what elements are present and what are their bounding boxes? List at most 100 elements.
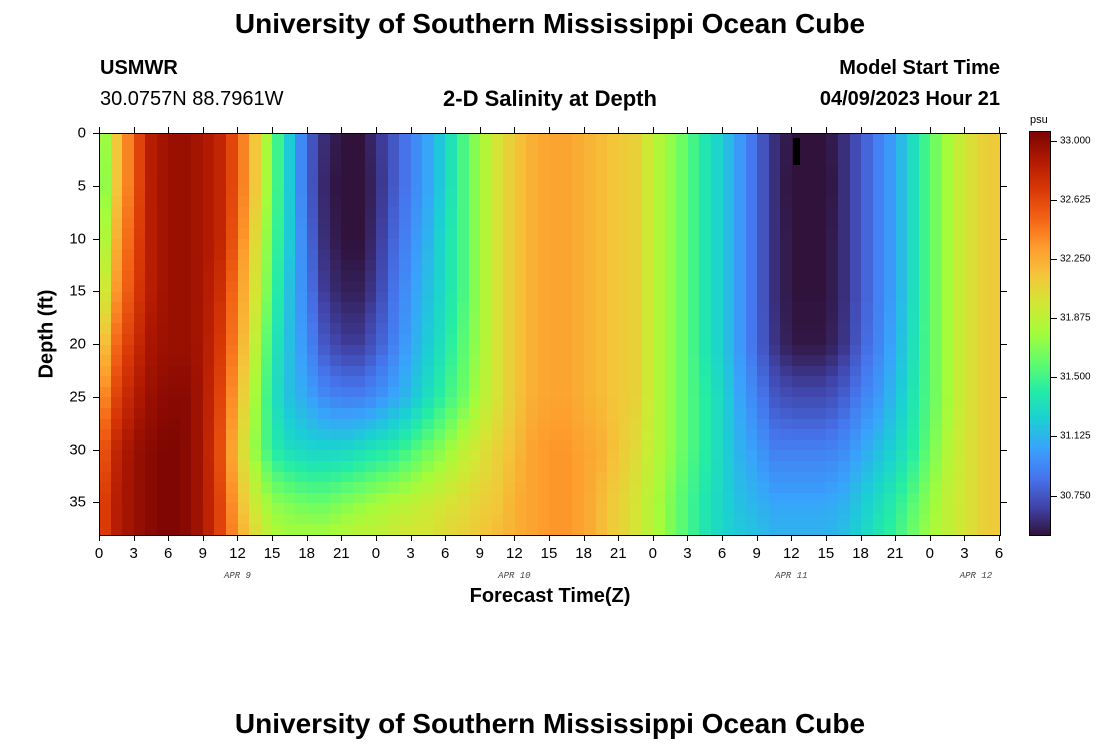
heatmap-cell xyxy=(953,482,966,493)
heatmap-cell xyxy=(710,333,723,345)
x-tick-top xyxy=(895,127,896,133)
heatmap-cell xyxy=(941,238,954,250)
heatmap-cell xyxy=(941,482,954,493)
heatmap-cell xyxy=(133,228,146,239)
heatmap-cell xyxy=(676,471,688,483)
heatmap-cell xyxy=(318,185,330,197)
heatmap-cell xyxy=(456,503,469,514)
heatmap-cell xyxy=(145,249,157,260)
heatmap-cell xyxy=(641,386,654,398)
heatmap-cell xyxy=(410,164,423,176)
heatmap-cell xyxy=(537,386,550,398)
heatmap-cell xyxy=(249,228,261,239)
heatmap-cell xyxy=(214,217,227,229)
heatmap-cell xyxy=(191,429,203,440)
heatmap-cell xyxy=(387,312,400,324)
heatmap-cell xyxy=(214,503,227,514)
heatmap-cell xyxy=(549,312,561,324)
heatmap-cell xyxy=(260,154,273,165)
heatmap-cell xyxy=(514,439,527,451)
heatmap-cell xyxy=(988,249,1000,260)
heatmap-cell xyxy=(433,408,446,419)
heatmap-cell xyxy=(734,365,746,377)
heatmap-cell xyxy=(861,450,873,461)
heatmap-cell xyxy=(838,281,850,292)
heatmap-cell xyxy=(260,217,273,229)
heatmap-cell xyxy=(549,154,561,165)
y-tick-right xyxy=(1001,291,1007,292)
heatmap-cell xyxy=(364,259,377,271)
heatmap-cell xyxy=(803,312,815,324)
heatmap-cell xyxy=(468,418,481,430)
heatmap-cell xyxy=(988,185,1000,197)
y-tick-label: 10 xyxy=(69,230,86,248)
heatmap-cell xyxy=(607,185,619,197)
heatmap-cell xyxy=(745,460,758,472)
heatmap-cell xyxy=(249,164,261,176)
heatmap-cell xyxy=(202,302,215,313)
heatmap-cell xyxy=(260,460,273,472)
heatmap-cell xyxy=(618,207,631,218)
heatmap-cell xyxy=(168,217,180,229)
heatmap-cell xyxy=(295,513,307,525)
heatmap-cell xyxy=(422,408,434,419)
heatmap-cell xyxy=(583,228,596,239)
heatmap-cell xyxy=(306,524,319,535)
heatmap-cell xyxy=(872,471,885,483)
x-tick xyxy=(549,535,550,541)
heatmap-cell xyxy=(734,386,746,398)
heatmap-cell xyxy=(630,270,642,282)
heatmap-cell xyxy=(872,439,885,451)
heatmap-cell xyxy=(445,344,457,356)
heatmap-cell xyxy=(941,185,954,197)
heatmap-cell xyxy=(930,185,942,197)
x-tick-label: 3 xyxy=(129,545,138,562)
heatmap-cell xyxy=(99,513,111,525)
heatmap-cell xyxy=(179,196,192,208)
heatmap-cell xyxy=(618,302,631,313)
heatmap-cell xyxy=(861,217,873,229)
colorbar-tick-label: 30.750 xyxy=(1060,490,1091,502)
heatmap-cell xyxy=(133,492,146,504)
heatmap-cell xyxy=(491,323,504,334)
heatmap-cell xyxy=(468,133,481,144)
heatmap-cell xyxy=(849,238,862,250)
heatmap-cell xyxy=(329,185,342,197)
colorbar-unit: psu xyxy=(1030,114,1048,126)
heatmap-cell xyxy=(653,365,665,377)
heatmap-cell xyxy=(145,471,157,483)
heatmap-cell xyxy=(722,344,735,356)
heatmap-cell xyxy=(168,143,180,155)
heatmap-cell xyxy=(572,291,584,303)
heatmap-cell xyxy=(849,482,862,493)
heatmap-cell xyxy=(583,164,596,176)
heatmap-cell xyxy=(595,333,608,345)
heatmap-cell xyxy=(941,408,954,419)
heatmap-cell xyxy=(329,133,342,144)
heatmap-cell xyxy=(376,503,388,514)
heatmap-cell xyxy=(364,175,377,186)
heatmap-cell xyxy=(468,355,481,366)
y-tick xyxy=(93,186,99,187)
heatmap-cell xyxy=(710,217,723,229)
heatmap-cell xyxy=(988,492,1000,504)
heatmap-cell xyxy=(676,164,688,176)
heatmap-cell xyxy=(953,503,966,514)
heatmap-cell xyxy=(849,492,862,504)
heatmap-cell xyxy=(976,408,989,419)
heatmap-cell xyxy=(653,333,665,345)
heatmap-cell xyxy=(618,270,631,282)
page-title: University of Southern Mississippi Ocean… xyxy=(234,8,866,39)
heatmap-cell xyxy=(537,133,550,144)
heatmap-cell xyxy=(560,376,573,387)
heatmap-cell xyxy=(826,471,838,483)
heatmap-cell xyxy=(595,143,608,155)
heatmap-cell xyxy=(480,524,492,535)
heatmap-cell xyxy=(272,492,284,504)
heatmap-cell xyxy=(722,365,735,377)
heatmap-cell xyxy=(468,323,481,334)
x-day-label: APR 11 xyxy=(775,571,808,581)
heatmap-cell xyxy=(918,312,931,324)
heatmap-cell xyxy=(329,344,342,356)
heatmap-cell xyxy=(884,492,896,504)
